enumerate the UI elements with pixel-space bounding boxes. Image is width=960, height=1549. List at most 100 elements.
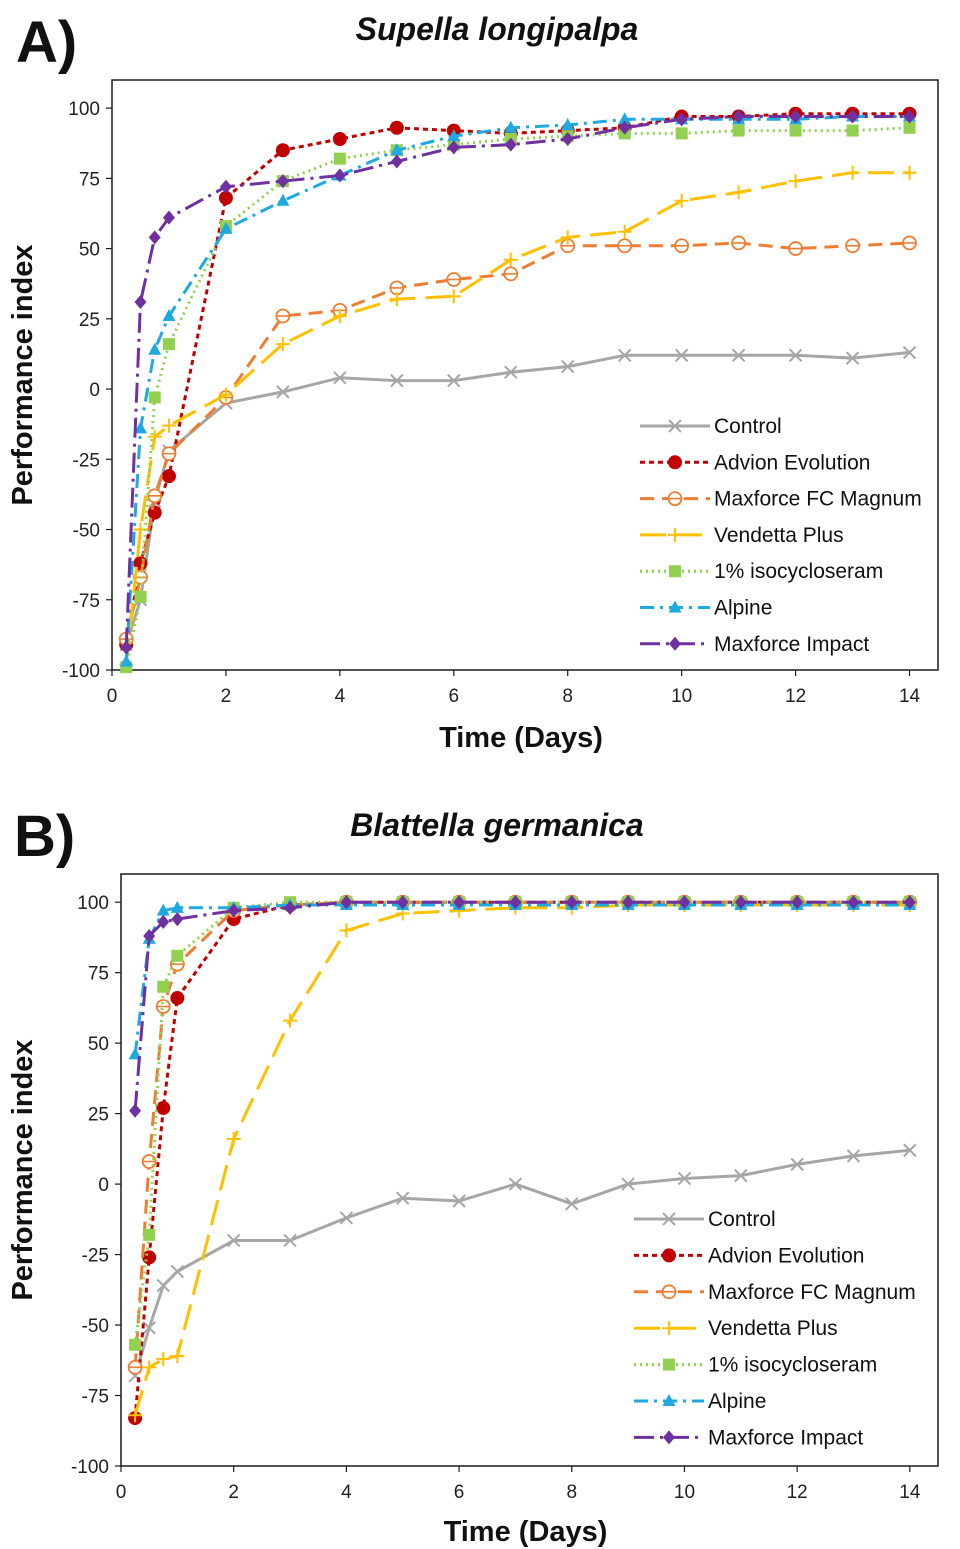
data-point [219, 179, 232, 194]
x-tick-label: 6 [454, 1482, 465, 1503]
legend-marker [667, 491, 683, 507]
data-point [161, 446, 177, 462]
data-point [390, 143, 404, 156]
data-point [903, 121, 916, 134]
data-point [503, 252, 518, 267]
x-tick-label: 4 [341, 1482, 352, 1503]
legend-marker [662, 1248, 676, 1263]
data-point [162, 210, 175, 225]
data-point [621, 1177, 635, 1191]
data-point [120, 640, 133, 655]
data-point [148, 230, 161, 245]
data-point [227, 903, 240, 918]
chart-title: Blattella germanica [350, 807, 643, 843]
legend-marker [669, 565, 681, 578]
data-point [846, 1149, 861, 1163]
data-point [902, 165, 917, 180]
data-point [677, 1171, 692, 1186]
series-1-isocycloseram [120, 121, 916, 674]
data-point [170, 1264, 185, 1279]
data-point [284, 900, 297, 915]
series-maxforce-fc-magnum [118, 235, 917, 647]
legend-marker [662, 1212, 676, 1226]
data-point [790, 1157, 804, 1172]
y-tick-label: -50 [82, 1316, 109, 1337]
x-tick-label: 10 [671, 686, 692, 707]
data-point [142, 1250, 157, 1265]
x-tick-label: 12 [787, 1482, 808, 1503]
data-point [846, 109, 859, 124]
data-point [617, 224, 632, 239]
data-point [902, 235, 917, 251]
data-point [141, 1154, 157, 1169]
x-axis-ticks: 0 2 4 6 8 10 12 14 [116, 1466, 921, 1503]
data-point [389, 120, 404, 135]
data-point [561, 117, 575, 130]
data-point [156, 1100, 171, 1115]
data-point [276, 193, 290, 206]
x-axis-title: Time (Days) [444, 1516, 608, 1548]
panel-label: A) [16, 10, 77, 75]
data-point [129, 1338, 142, 1351]
data-point [339, 923, 354, 938]
data-point [134, 590, 147, 603]
y-tick-label: 25 [88, 1105, 109, 1126]
y-tick-label: -25 [73, 450, 100, 471]
data-point [622, 895, 635, 910]
y-tick-label: 50 [79, 240, 100, 261]
data-point [219, 221, 233, 234]
data-point [155, 999, 171, 1014]
data-point [732, 109, 745, 124]
series-group [118, 106, 917, 674]
data-point [788, 348, 803, 363]
series-line [124, 126, 910, 668]
data-point [133, 421, 147, 434]
data-point [789, 124, 802, 137]
legend-item: 1% isocycloseram [640, 560, 883, 583]
data-point [396, 1191, 410, 1205]
data-point [617, 348, 632, 363]
legend-label: Control [714, 415, 782, 438]
legend-label: Vendetta Plus [714, 524, 844, 547]
panel-label: B) [14, 804, 75, 869]
y-tick-label: 50 [88, 1034, 109, 1055]
data-point [148, 391, 161, 404]
data-point [508, 1177, 523, 1191]
data-point [561, 132, 574, 146]
data-point [332, 309, 347, 323]
series-line [124, 171, 910, 665]
x-tick-label: 2 [221, 686, 232, 707]
data-point [845, 351, 860, 365]
data-point [847, 895, 860, 910]
data-point [618, 120, 631, 135]
data-point [276, 174, 289, 189]
data-point [678, 895, 691, 910]
y-axis-title: Performance index [7, 1039, 39, 1300]
data-point [903, 1143, 917, 1157]
data-point [119, 654, 133, 667]
y-axis-ticks: -100 -75 -50 -25 0 25 50 75 100 [62, 99, 112, 682]
data-point [791, 895, 804, 910]
legend-label: Control [708, 1208, 776, 1231]
data-point [218, 387, 233, 402]
legend-label: Advion Evolution [714, 451, 870, 474]
legend-label: Alpine [708, 1390, 766, 1413]
y-tick-label: -25 [82, 1246, 109, 1267]
data-point [148, 342, 162, 355]
data-point [446, 289, 461, 304]
data-point [902, 345, 917, 360]
data-point [846, 124, 859, 137]
legend-item: 1% isocycloseram [634, 1354, 877, 1377]
data-point [333, 152, 346, 165]
x-tick-label: 6 [449, 686, 460, 707]
plot-frame [111, 79, 939, 671]
data-point [675, 127, 688, 140]
data-point [333, 371, 347, 385]
data-point [161, 469, 176, 484]
data-point [732, 124, 745, 137]
series-group [127, 894, 918, 1426]
y-tick-label: -50 [73, 521, 100, 542]
series-line [124, 115, 910, 648]
legend-item: Control [640, 415, 782, 438]
data-point [389, 280, 405, 296]
